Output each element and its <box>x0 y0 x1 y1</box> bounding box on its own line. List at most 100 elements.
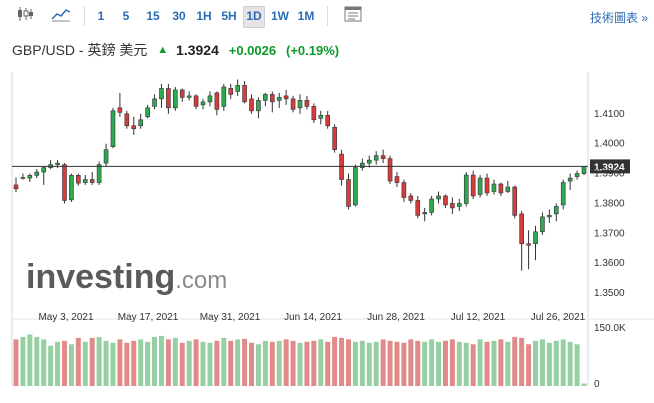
candle <box>429 195 434 216</box>
timeframe-30[interactable]: 30 <box>172 9 186 23</box>
candle-body-down <box>498 183 504 194</box>
candle <box>207 91 213 107</box>
candle-body-up <box>477 177 483 195</box>
candle <box>387 155 393 185</box>
volume-bar <box>68 344 74 386</box>
date-axis: May 3, 2021 May 17, 2021 May 31, 2021 Jun 1… <box>38 312 585 323</box>
candle-body-up <box>41 167 47 173</box>
candle <box>491 179 497 195</box>
x-tick-label: May 31, 2021 <box>200 312 261 323</box>
candle-body-up <box>186 95 192 98</box>
candle-body-up <box>173 89 178 109</box>
candle <box>325 110 331 129</box>
timeframe-5h[interactable]: 5H <box>221 9 237 23</box>
timeframe-1h[interactable]: 1H <box>196 9 212 23</box>
volume-bar <box>325 341 331 386</box>
up-arrow-icon: ▲ <box>157 44 169 56</box>
volume-bar <box>539 339 545 386</box>
volume-bar <box>152 336 158 386</box>
candle <box>290 95 296 113</box>
volume-axis: 150.0K 0 <box>594 323 626 390</box>
volume-bar <box>345 339 351 386</box>
timeframe-1[interactable]: 1 <box>97 9 105 23</box>
candle <box>346 173 351 210</box>
candle-body-up <box>540 216 545 233</box>
volume-bar <box>48 345 54 386</box>
technical-chart-link[interactable]: 技術圖表 » <box>589 11 648 25</box>
timeframe-1m[interactable]: 1M <box>297 9 315 23</box>
chart-toolbar: 1 5 15 30 1H 5H 1D 1W 1M 技術圖表 » <box>0 0 654 32</box>
candle-body-down <box>242 85 247 103</box>
candle <box>297 94 303 114</box>
volume-bar <box>567 341 573 386</box>
candle <box>228 83 234 99</box>
candle-body-up <box>429 198 434 213</box>
watermark-suffix: .com <box>175 267 227 294</box>
volume-bar <box>207 342 213 386</box>
candle-body-down <box>62 164 67 201</box>
candle <box>263 92 268 107</box>
volume-bar <box>470 344 476 386</box>
timeframe-1d[interactable]: 1D <box>243 6 265 28</box>
candle <box>512 185 518 219</box>
volume-bar <box>512 336 518 386</box>
volume-bar <box>242 338 248 386</box>
y-tick-label: 1.3900 <box>594 169 625 180</box>
candle <box>242 80 247 104</box>
x-tick-label: May 3, 2021 <box>38 312 93 323</box>
candle-body-up <box>55 162 60 165</box>
candle <box>463 172 469 207</box>
volume-bar <box>581 383 587 386</box>
candle-body-down <box>179 89 185 98</box>
area-chart-icon[interactable] <box>50 6 72 26</box>
candle <box>13 177 19 193</box>
candle <box>152 94 157 110</box>
volume-bar <box>179 342 185 386</box>
volume-bar <box>145 341 151 386</box>
toolbar-settings-icon[interactable] <box>343 6 363 26</box>
candle-body-up <box>69 175 74 201</box>
volume-bar <box>255 344 261 386</box>
volume-bar <box>359 340 365 386</box>
candle-body-down <box>346 179 351 207</box>
volume-tick-label: 0 <box>594 379 600 390</box>
candle-body-down <box>193 95 199 107</box>
timeframe-15[interactable]: 15 <box>146 9 160 23</box>
volume-bar <box>401 342 407 386</box>
candle <box>498 182 504 196</box>
candle <box>401 179 407 202</box>
volume-bar <box>394 341 400 386</box>
volume-bar <box>193 339 199 386</box>
volume-bar <box>387 340 393 386</box>
volume-bar <box>34 336 40 386</box>
candle-body-down <box>332 126 337 150</box>
candle-body-up <box>457 203 462 207</box>
candle-body-down <box>470 174 476 197</box>
y-tick-label: 1.3600 <box>594 258 625 269</box>
candle <box>339 149 344 186</box>
candle-body-up <box>436 195 441 200</box>
volume-bar <box>165 339 171 386</box>
chart-grid <box>11 72 654 386</box>
candle-body-down <box>380 155 386 159</box>
candle <box>269 91 275 113</box>
candle <box>27 173 33 182</box>
volume-bar <box>546 342 552 386</box>
timeframe-1w[interactable]: 1W <box>271 9 289 23</box>
candle <box>366 155 372 168</box>
candlestick-icon[interactable] <box>14 6 36 26</box>
x-tick-label: Jun 28, 2021 <box>367 312 425 323</box>
volume-bar <box>138 339 144 386</box>
candle-body-up <box>318 115 324 119</box>
volume-bar <box>456 341 462 386</box>
current-price-line: 1.3924 <box>12 159 630 174</box>
candle <box>69 173 74 202</box>
instrument-title: GBP/USD - 英鎊 美元 <box>12 42 148 58</box>
timeframe-5[interactable]: 5 <box>122 9 130 23</box>
candle <box>166 83 171 114</box>
volume-bar <box>429 339 435 386</box>
candle-body-up <box>235 85 240 92</box>
volume-bar <box>505 341 511 386</box>
candle-body-down <box>249 98 254 112</box>
